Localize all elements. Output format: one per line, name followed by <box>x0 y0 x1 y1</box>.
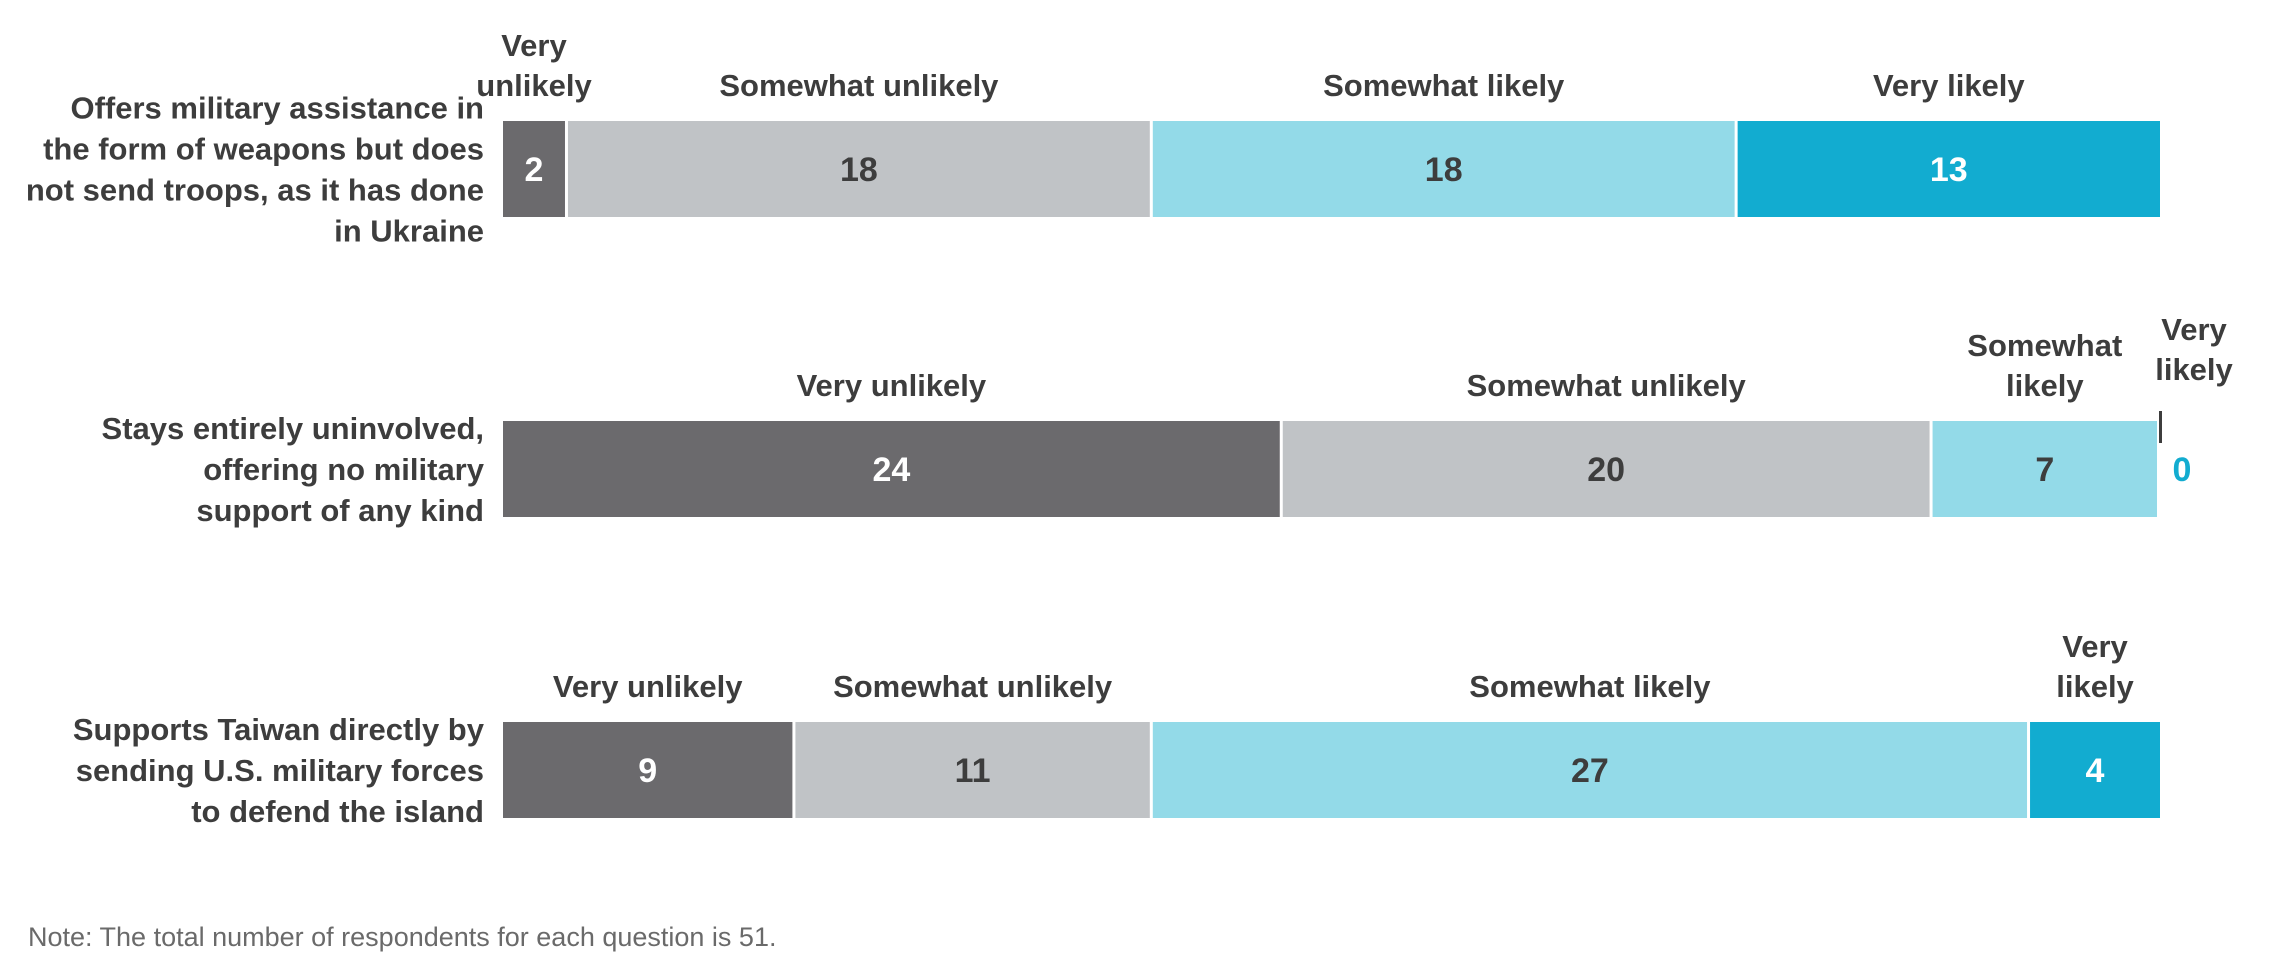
bar-segment <box>567 121 1150 217</box>
zero-marker <box>2159 411 2162 443</box>
segment-header: Somewhat unlikely <box>833 669 1113 704</box>
bar-segment <box>503 722 793 818</box>
segment-header: Somewhat likely <box>1469 669 1711 704</box>
data-label: 0 <box>2173 451 2192 489</box>
bar-segment <box>503 421 1280 517</box>
bar-segment <box>1737 121 2160 217</box>
segment-header: likely <box>2056 669 2134 704</box>
segment-header: Very unlikely <box>797 368 987 403</box>
data-label: 18 <box>1425 151 1463 189</box>
bar-segment <box>503 121 565 217</box>
data-label: 9 <box>638 752 657 790</box>
data-label: 18 <box>840 151 878 189</box>
segment-header: likely <box>2155 352 2233 387</box>
data-label: 13 <box>1930 151 1968 189</box>
category-label: Supports Taiwan directly by sending U.S. … <box>73 712 485 829</box>
data-label: 24 <box>872 451 910 489</box>
data-label: 7 <box>2035 451 2054 489</box>
category-label: Offers military assistance in the form of… <box>26 91 484 249</box>
segment-header: Somewhat <box>1967 328 2122 363</box>
data-label: 27 <box>1571 752 1609 790</box>
segment-header: Somewhat unlikely <box>1467 368 1747 403</box>
segment-header: Very <box>2161 312 2227 347</box>
bar-segment <box>1932 421 2157 517</box>
segment-header: Very <box>2062 629 2128 664</box>
category-label: Stays entirely uninvolved, offering no mi… <box>102 411 485 528</box>
bar-segment <box>1282 421 1930 517</box>
segment-header: likely <box>2006 368 2084 403</box>
segment-header: Somewhat unlikely <box>719 68 999 103</box>
segment-header: Very unlikely <box>553 669 743 704</box>
segment-header: Very <box>501 28 567 63</box>
bar-segment <box>795 722 1150 818</box>
data-label: 11 <box>955 752 991 790</box>
data-label: 4 <box>2086 752 2105 790</box>
bar-segment <box>1152 121 1735 217</box>
chart-note: Note: The total number of respondents fo… <box>28 922 777 952</box>
data-label: 20 <box>1587 451 1625 489</box>
data-label: 2 <box>525 151 544 189</box>
bar-segment <box>2030 722 2160 818</box>
segment-header: Very likely <box>1873 68 2025 103</box>
bar-segment <box>1152 722 2028 818</box>
segment-header: unlikely <box>476 68 592 103</box>
segment-header: Somewhat likely <box>1323 68 1565 103</box>
